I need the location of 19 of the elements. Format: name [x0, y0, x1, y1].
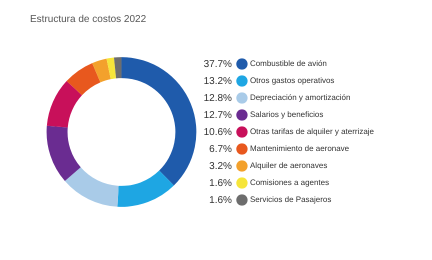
data-label: 10.6% [204, 126, 232, 138]
data-label: 1.6% [209, 178, 232, 189]
legend-label: Depreciación y amortización [250, 93, 350, 102]
data-label: 12.7% [204, 110, 232, 121]
legend-label: Salarios y beneficios [250, 110, 324, 120]
data-label: 12.8% [204, 92, 232, 104]
legend-label: Comisiones a agentes [250, 178, 330, 188]
data-label: 13.2% [204, 76, 232, 87]
data-label: 1.6% [209, 194, 232, 206]
data-label: 3.2% [209, 160, 232, 172]
legend-label: Servicios de Pasajeros [250, 195, 332, 204]
chart-title: Estructura de costos 2022 [30, 14, 146, 25]
legend-label: Combustible de avión [250, 59, 327, 68]
data-label: 37.7% [204, 58, 232, 70]
data-label: 6.7% [209, 144, 232, 155]
legend-label: Otros gastos operativos [250, 76, 334, 86]
legend-label: Mantenimiento de aeronave [250, 144, 350, 154]
legend-label: Otras tarifas de alquiler y aterrizaje [250, 127, 375, 136]
legend-label: Alquiler de aeronaves [250, 161, 328, 170]
